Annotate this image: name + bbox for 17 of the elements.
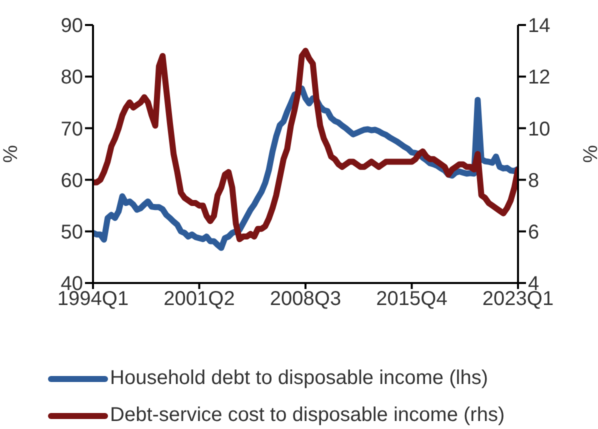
x-tick-label: 2015Q4 [376,288,448,310]
y2-tick-label: 12 [528,66,550,89]
legend-label: Debt-service cost to disposable income (rhs) [110,404,505,427]
y-tick-label: 50 [60,222,83,244]
y-tick-label: 60 [60,170,83,192]
legend-label: Household debt to disposable income (lhs) [110,367,488,390]
y2-tick-label: 6 [528,222,540,244]
y-tick-label: 90 [60,15,83,38]
y-tick-label: 70 [60,118,83,140]
y2-axis-title: % [580,144,598,163]
y2-tick-label: 14 [528,15,550,38]
y2-tick-label: 8 [528,170,540,192]
y2-tick-label: 10 [528,118,550,140]
x-tick-label: 2001Q2 [164,288,235,310]
y-axis-title: % [0,144,22,163]
x-tick-label: 2008Q3 [270,288,342,310]
y-tick-label: 80 [60,66,83,89]
